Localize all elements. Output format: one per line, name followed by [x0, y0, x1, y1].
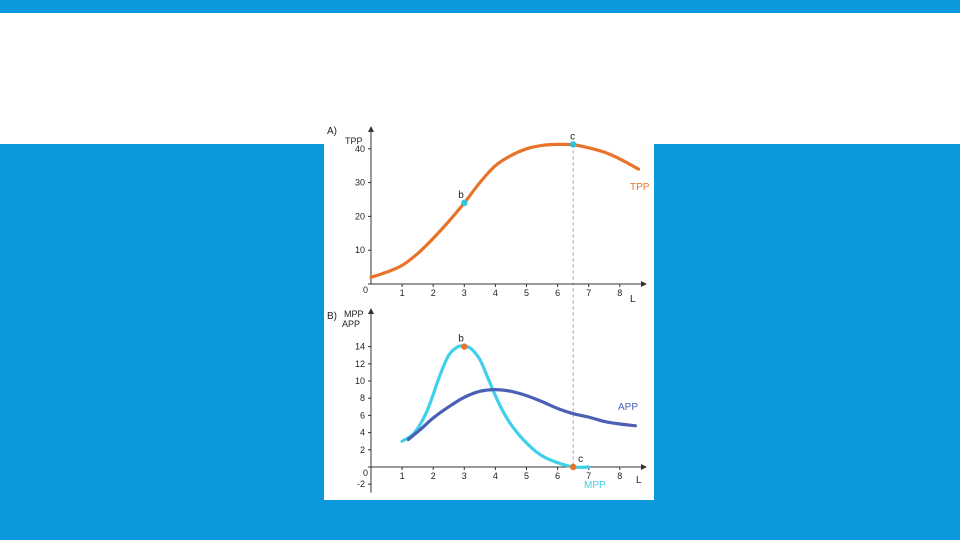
panel-0-x-tick-label: 8 — [617, 288, 622, 298]
series-tpp-line — [369, 142, 641, 279]
panel-0-y-tick-label: 30 — [355, 178, 365, 188]
panel-0-x-tick-label: 6 — [555, 288, 560, 298]
panel-0-x-tick-label: 5 — [524, 288, 529, 298]
panel-a-label: A) — [327, 126, 337, 137]
panel-1-y-tick-label: 12 — [355, 359, 365, 369]
panel-b-label: B) — [327, 311, 337, 322]
point-b-label: b — [458, 334, 464, 345]
point-c-marker — [569, 141, 577, 148]
panel-0-y-tick-label: 10 — [355, 245, 365, 255]
panel-0-y-tick-label: 40 — [355, 144, 365, 154]
series-app-line — [406, 387, 637, 442]
point-c-label: c — [570, 131, 575, 142]
series-label-mpp: MPP — [584, 480, 606, 491]
series-label-app: APP — [618, 402, 638, 413]
panel-0-x-tick-label: 3 — [462, 288, 467, 298]
point-b-marker — [461, 199, 468, 207]
panel-b-ylabel-app: APP — [342, 319, 360, 329]
panel-0-x-tick-label: 2 — [431, 288, 436, 298]
series-mpp-line — [400, 344, 591, 469]
panel-0-y-tick-label: 20 — [355, 211, 365, 221]
panel-b-ylabel-mpp: MPP — [344, 309, 364, 319]
panel-1-y-tick-label: 2 — [360, 445, 365, 455]
panel-1-x-tick-label: 2 — [431, 471, 436, 481]
panel-1-y-tick-label: 14 — [355, 342, 365, 352]
panel-1-x-tick-label: 8 — [617, 471, 622, 481]
panel-a-origin-label: 0 — [363, 285, 368, 295]
point-b-marker — [461, 343, 468, 350]
panel-1-y-tick-label: -2 — [357, 479, 365, 489]
top-accent-bar — [0, 0, 960, 13]
point-b-label: b — [458, 190, 464, 201]
panel-1-x-tick-label: 7 — [586, 471, 591, 481]
series-label-tpp: TPP — [630, 182, 650, 193]
panel-b-mpp-app-chart: B) MPP APP L 0 1 2 3 4 5 6 7 8-22468101214APPMP… — [327, 308, 647, 493]
panel-0-x-axis-arrow — [641, 281, 647, 287]
panel-0-x-tick-label: 1 — [400, 288, 405, 298]
panel-1-x-axis-arrow — [641, 464, 647, 470]
panel-b-origin-label: 0 — [363, 468, 368, 478]
panel-1-y-tick-label: 8 — [360, 393, 365, 403]
panel-1-x-tick-label: 5 — [524, 471, 529, 481]
panel-1-y-axis-arrow — [368, 308, 374, 314]
panel-1-y-tick-label: 6 — [360, 410, 365, 420]
panel-1-x-tick-label: 4 — [493, 471, 498, 481]
panel-0-x-tick-label: 4 — [493, 288, 498, 298]
point-c-marker — [569, 463, 577, 471]
point-c-label: c — [578, 454, 583, 465]
panel-1-x-tick-label: 3 — [462, 471, 467, 481]
panel-1-x-tick-label: 6 — [555, 471, 560, 481]
panel-a-xlabel: L — [630, 294, 636, 305]
panel-1-y-tick-label: 4 — [360, 428, 365, 438]
panel-0-y-axis-arrow — [368, 126, 374, 132]
panel-1-y-tick-label: 10 — [355, 376, 365, 386]
chart-panel: A) TPP L 0 1 2 3 4 5 6 7 8 10 20 30 40 TPP b c B) MPP … — [324, 118, 654, 500]
panel-0-x-tick-label: 7 — [586, 288, 591, 298]
panel-b-xlabel: L — [636, 475, 642, 486]
panel-a-ylabel: TPP — [345, 136, 363, 146]
panel-1-x-tick-label: 1 — [400, 471, 405, 481]
